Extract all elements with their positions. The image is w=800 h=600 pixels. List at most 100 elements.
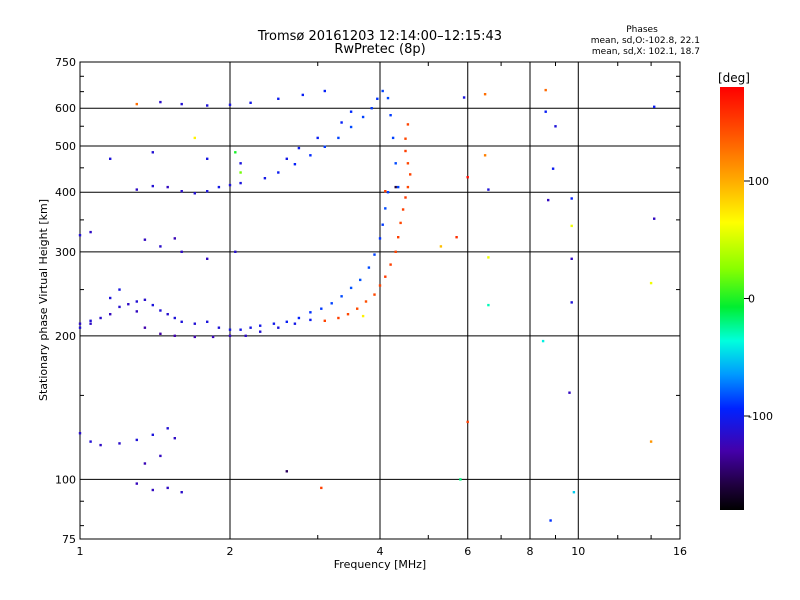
data-point — [109, 157, 112, 160]
data-point — [151, 433, 154, 436]
data-point — [364, 300, 368, 303]
data-point — [78, 234, 82, 237]
data-point — [378, 284, 382, 287]
data-point — [78, 322, 82, 325]
x-axis-label: Frequency [MHz] — [334, 558, 426, 571]
data-point — [399, 221, 402, 225]
data-point — [180, 102, 183, 106]
data-point — [293, 322, 297, 325]
data-point — [401, 208, 405, 211]
data-point — [466, 176, 469, 179]
data-point — [180, 190, 183, 193]
data-point — [297, 316, 301, 320]
data-point — [455, 236, 458, 239]
data-point — [361, 115, 365, 119]
data-point — [159, 309, 162, 312]
data-point — [320, 486, 323, 490]
data-point — [285, 320, 288, 323]
data-point — [367, 266, 371, 269]
data-point — [293, 163, 297, 166]
data-point — [301, 93, 304, 97]
data-point — [173, 316, 176, 320]
data-point — [572, 491, 576, 494]
colorbar: [deg] 100 0 -100 — [718, 71, 773, 510]
data-point — [340, 295, 343, 298]
data-point — [394, 162, 397, 165]
data-point — [459, 478, 462, 481]
data-point — [389, 114, 392, 117]
data-point — [391, 136, 395, 140]
data-point — [206, 257, 209, 260]
colorbar-tick-label: 100 — [748, 175, 769, 188]
data-point — [549, 519, 552, 522]
data-point — [173, 334, 176, 337]
data-point — [127, 303, 130, 306]
data-point — [404, 137, 407, 140]
data-point — [135, 300, 138, 303]
data-point — [217, 185, 221, 189]
colorbar-tick-label: -100 — [748, 410, 773, 423]
data-point — [649, 281, 653, 285]
data-point — [404, 149, 407, 153]
data-point — [409, 173, 412, 176]
data-point — [285, 470, 288, 473]
x-tick-label: 16 — [673, 545, 687, 558]
data-point — [297, 146, 301, 150]
data-points — [78, 88, 656, 522]
data-point — [99, 316, 102, 320]
data-point — [89, 230, 92, 234]
data-point — [206, 157, 209, 160]
data-point — [337, 316, 340, 320]
x-tick-label: 2 — [227, 545, 234, 558]
stats-line-x: mean, sd,X: 102.1, 18.7 — [592, 47, 700, 57]
data-point — [109, 313, 112, 316]
data-point — [151, 151, 154, 154]
data-point — [228, 103, 232, 106]
data-point — [159, 332, 162, 335]
data-point — [239, 181, 242, 185]
data-point — [239, 328, 242, 331]
data-point — [228, 183, 232, 187]
colorbar-ticks: 100 0 -100 — [744, 175, 773, 423]
data-point — [361, 314, 365, 318]
y-axis-ticks: 75 100 200 300 400 500 600 750 — [55, 56, 680, 546]
x-axis-ticks: 1 2 4 6 8 10 16 — [77, 62, 687, 558]
data-point — [151, 303, 154, 307]
data-point — [180, 250, 183, 253]
data-point — [337, 136, 340, 140]
data-point — [135, 310, 138, 313]
data-point — [309, 154, 312, 157]
data-point — [78, 432, 82, 435]
data-point — [143, 298, 147, 301]
data-point — [487, 188, 490, 191]
data-point — [349, 110, 353, 113]
data-point — [406, 162, 410, 165]
chart-title-line2: RwPretec (8p) — [334, 42, 425, 57]
data-point — [653, 105, 656, 108]
data-point — [384, 190, 387, 193]
data-point — [309, 311, 312, 314]
data-point — [394, 250, 397, 253]
data-point — [118, 442, 121, 445]
data-point — [541, 339, 545, 343]
data-point — [462, 96, 466, 99]
data-point — [349, 286, 353, 290]
data-point — [118, 288, 121, 291]
data-point — [370, 107, 373, 110]
data-point — [193, 335, 196, 339]
data-point — [649, 440, 653, 443]
x-tick-label: 6 — [464, 545, 471, 558]
grid-vertical — [229, 62, 579, 539]
y-tick-label: 600 — [55, 102, 76, 115]
grid-horizontal — [80, 107, 680, 480]
data-point — [568, 391, 571, 394]
data-point — [89, 319, 92, 322]
data-point — [397, 185, 400, 189]
data-point — [173, 237, 176, 240]
data-point — [381, 89, 384, 93]
data-point — [384, 275, 387, 278]
y-tick-label: 300 — [55, 246, 76, 259]
data-point — [386, 96, 390, 100]
data-point — [373, 253, 376, 256]
y-tick-label: 75 — [62, 533, 76, 546]
